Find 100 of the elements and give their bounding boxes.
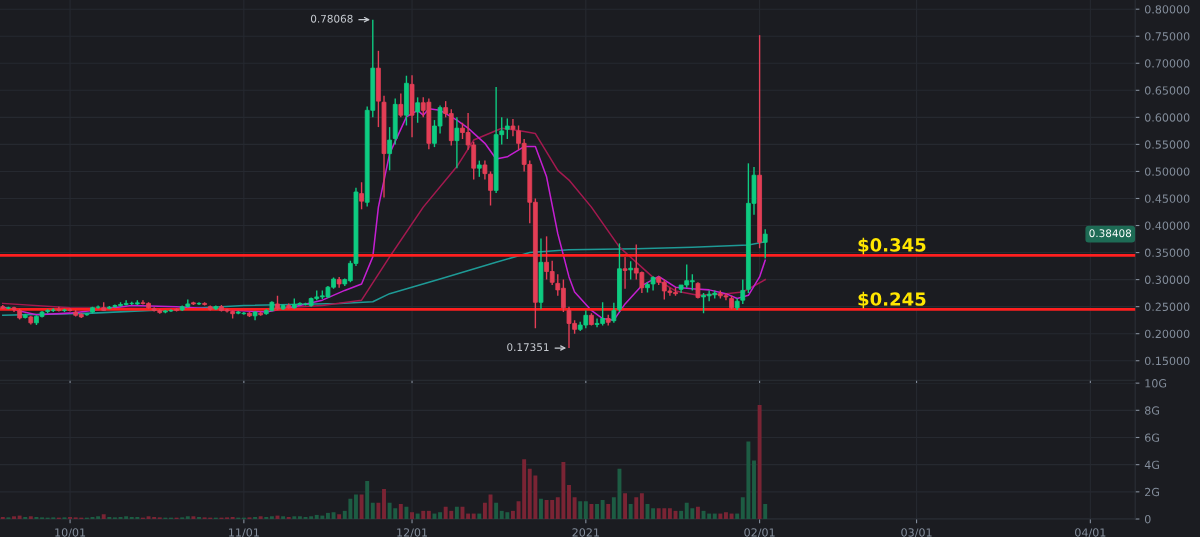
bar <box>695 506 700 520</box>
ref-line-label: $0.345 <box>858 237 926 255</box>
bar <box>337 514 342 520</box>
bar <box>454 506 459 520</box>
x-tick-label: 10/01 <box>55 528 86 537</box>
bar <box>124 516 129 520</box>
bar <box>438 512 443 520</box>
bar <box>292 516 297 520</box>
bar <box>595 504 599 520</box>
y-tick-label: 0.40000 <box>1144 221 1190 230</box>
bar <box>325 512 330 520</box>
bar <box>354 494 358 520</box>
bar <box>410 512 414 520</box>
bar <box>370 502 375 520</box>
y-tick-label: 0.15000 <box>1144 356 1190 366</box>
y-tick-label: 0.70000 <box>1144 59 1190 68</box>
bar <box>639 493 644 520</box>
y-tick-label: 0.80000 <box>1144 5 1190 14</box>
bar <box>752 460 756 520</box>
bar <box>567 485 571 520</box>
bar <box>297 516 302 520</box>
y-tick-label: 2G <box>1145 487 1159 497</box>
bar <box>191 516 196 520</box>
bar <box>382 489 386 520</box>
bar <box>331 512 336 520</box>
candlestick <box>84 312 90 317</box>
y-tick-label: 0.35000 <box>1144 248 1190 257</box>
bar <box>12 516 16 520</box>
bar <box>269 516 274 520</box>
x-tick-label: 12/01 <box>397 528 428 537</box>
bar <box>185 516 190 520</box>
bar <box>426 510 431 520</box>
y-tick-label: 4G <box>1144 460 1159 470</box>
bar <box>600 499 605 520</box>
x-tick-label: 11/01 <box>229 528 259 537</box>
bar <box>432 513 437 520</box>
bar <box>718 513 723 520</box>
bar <box>258 516 263 520</box>
bar <box>68 516 73 520</box>
bar <box>359 494 364 520</box>
bar <box>589 504 594 520</box>
bar <box>197 516 201 520</box>
bar <box>23 516 28 520</box>
y-tick-label: 0.25000 <box>1144 302 1190 312</box>
bar <box>0 516 5 520</box>
bar <box>264 516 269 520</box>
candlestick <box>611 302 617 324</box>
bar <box>477 513 482 520</box>
bar <box>281 516 286 520</box>
x-tick-label: 04/01 <box>1075 528 1106 537</box>
bar <box>398 504 403 520</box>
bar <box>466 513 471 520</box>
y-tick-label: 0.50000 <box>1144 167 1190 176</box>
bar <box>572 497 577 520</box>
bar <box>763 504 768 520</box>
ref-line-label: $0.245 <box>858 291 926 309</box>
bar <box>735 513 740 520</box>
bar <box>651 508 656 520</box>
bar <box>729 513 734 520</box>
bar <box>107 516 112 520</box>
y-tick-label: 0.55000 <box>1144 140 1190 149</box>
bar <box>28 516 33 520</box>
bar <box>583 501 588 520</box>
bar <box>404 506 409 520</box>
candlestick <box>510 118 516 137</box>
bar <box>309 516 314 520</box>
candlestick <box>622 256 628 290</box>
y-tick-label: 6G <box>1145 433 1159 442</box>
y-tick-label: 0.75000 <box>1144 32 1190 41</box>
y-tick-label: 0.45000 <box>1144 194 1190 203</box>
y-tick-label: 8G <box>1144 406 1159 415</box>
bar <box>679 510 684 520</box>
bar <box>253 516 258 520</box>
bar <box>482 502 487 520</box>
annotation: 0.78068 <box>310 14 353 23</box>
bar <box>101 514 106 520</box>
bar <box>634 497 639 520</box>
bar <box>34 516 39 520</box>
y-tick-label: 10G <box>1145 379 1167 388</box>
annotation: 0.38408 <box>1089 229 1132 238</box>
bar <box>606 504 611 520</box>
bar <box>471 513 476 520</box>
bar <box>628 504 633 520</box>
bar <box>96 516 101 520</box>
bar <box>415 513 420 520</box>
bar <box>757 404 762 520</box>
bar <box>17 515 22 520</box>
y-tick-label: 0.20000 <box>1144 329 1190 339</box>
y-tick-label: 0.30000 <box>1144 275 1190 284</box>
candlestick <box>387 126 392 172</box>
bar <box>712 513 717 520</box>
candlestick <box>359 181 364 210</box>
y-tick-label: 0.65000 <box>1144 86 1190 95</box>
candlestick <box>628 260 634 281</box>
bar <box>724 512 728 520</box>
bar <box>623 493 628 520</box>
annotation: 0.17351 <box>507 343 549 352</box>
bar <box>667 508 672 520</box>
x-tick-label: 03/01 <box>901 528 932 537</box>
x-tick-label: 02/01 <box>744 528 775 537</box>
